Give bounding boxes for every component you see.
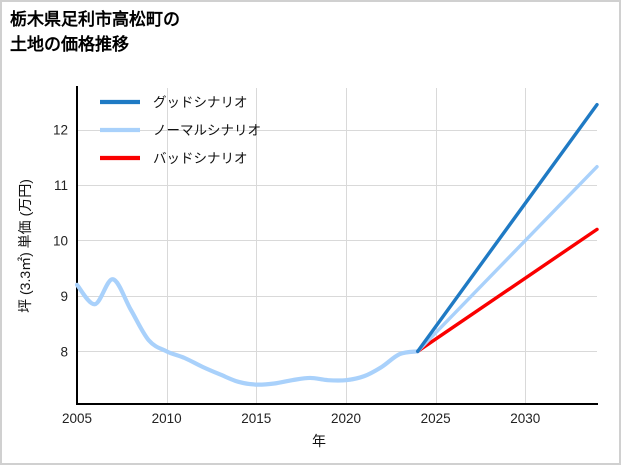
x-tick-label-2005: 2005 — [62, 411, 92, 426]
page-title: 栃木県足利市高松町の 土地の価格推移 — [10, 8, 180, 57]
axis-titles: 年 坪 (3.3㎡) 単価 (万円) — [17, 179, 326, 449]
y-tick-label-8: 8 — [60, 344, 68, 359]
y-tick-label-12: 12 — [53, 123, 68, 138]
series-line-bad — [415, 227, 599, 354]
axis-lines — [75, 86, 598, 406]
title-line-1: 栃木県足利市高松町の — [10, 10, 180, 29]
title-line-2: 土地の価格推移 — [10, 34, 129, 54]
series-line-normal — [415, 165, 599, 354]
x-tick-label-2020: 2020 — [331, 411, 361, 426]
legend-label-bad: バッドシナリオ — [153, 151, 248, 166]
x-tick-label-2015: 2015 — [241, 411, 271, 426]
y-tick-label-11: 11 — [54, 178, 68, 193]
legend-label-good: グッドシナリオ — [153, 95, 248, 110]
y-axis-title-group: 坪 (3.3㎡) 単価 (万円) — [17, 179, 33, 313]
y-tick-label-10: 10 — [53, 233, 68, 248]
y-tick-label-9: 9 — [60, 289, 68, 304]
series-lines — [74, 102, 599, 387]
x-tick-label-2025: 2025 — [421, 411, 451, 426]
tick-labels: 8 9 10 11 12 2005 2010 2015 2020 2025 2030 — [53, 123, 540, 426]
x-axis-title: 年 — [312, 433, 326, 449]
legend-label-normal: ノーマルシナリオ — [153, 123, 261, 138]
series-line-history — [74, 277, 420, 387]
x-tick-label-2030: 2030 — [510, 411, 540, 426]
x-tick-label-2010: 2010 — [152, 411, 182, 426]
series-line-good — [415, 102, 599, 354]
y-axis-title: 坪 (3.3㎡) 単価 (万円) — [17, 179, 33, 313]
